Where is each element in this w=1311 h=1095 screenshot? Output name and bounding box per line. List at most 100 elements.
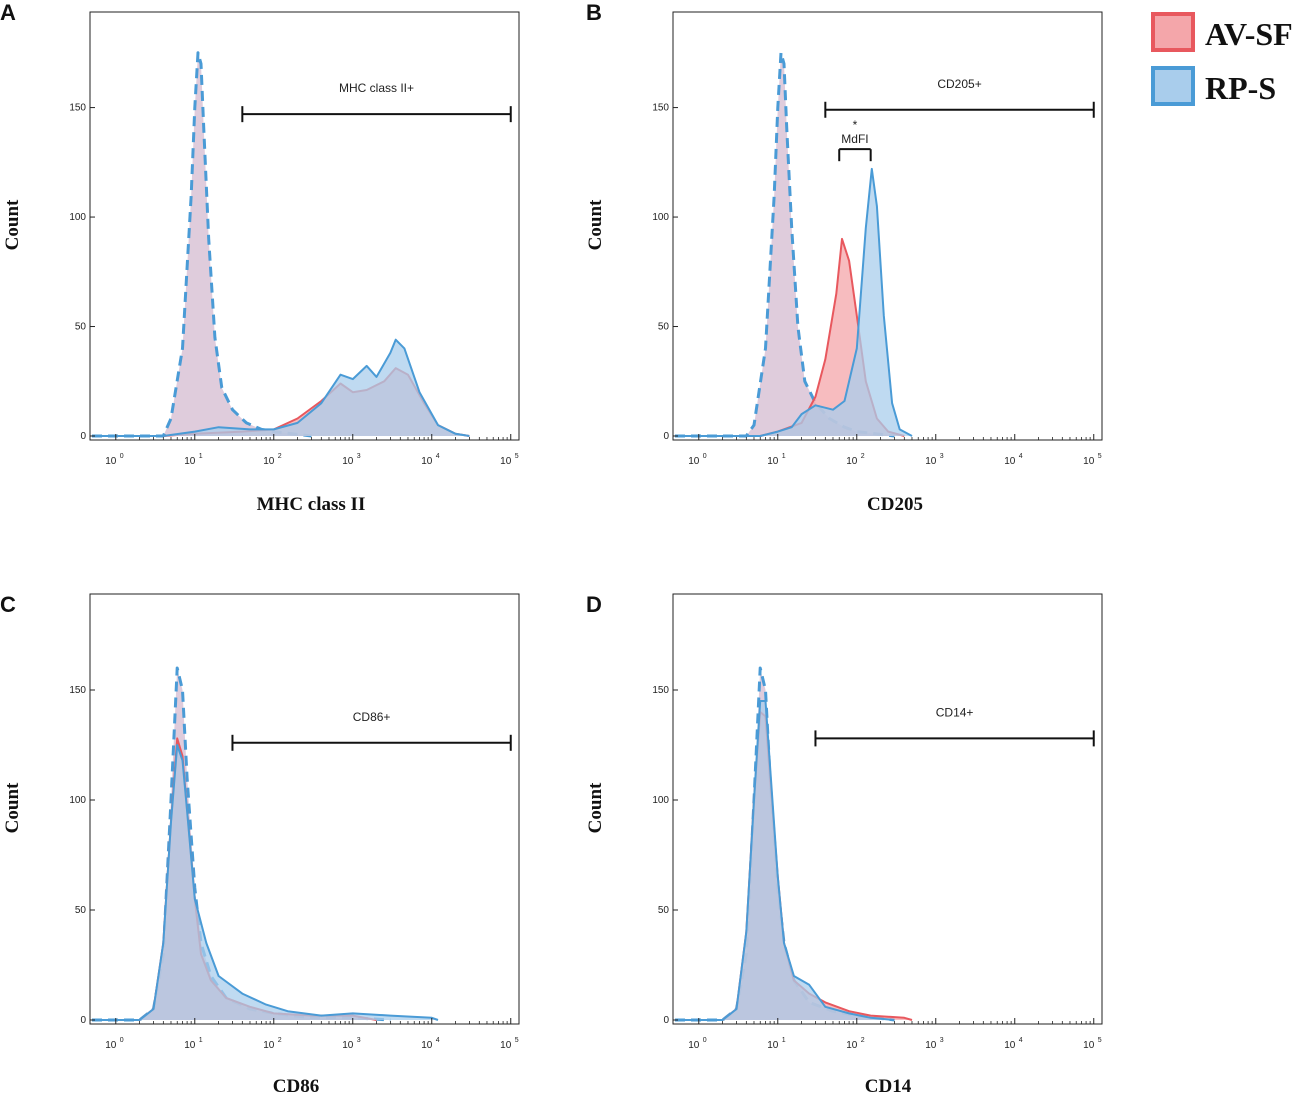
mdfi-significance-mark: * [853,118,858,132]
series-area-rp-s-c [92,745,438,1020]
y-tick-label-a-150: 150 [69,103,86,114]
y-tick-label-a-50: 50 [75,322,87,333]
series-group-b [675,51,913,438]
series-group-c [92,666,439,1022]
gate-label-d: CD14+ [936,705,974,719]
gate-label-a: MHC class II+ [339,81,414,95]
legend-label-rp-s: RP-S [1205,70,1276,106]
x-tick-label-d-2: 10 [846,1040,858,1051]
x-tick-exponent-a-0: 0 [120,453,124,460]
series-line-av-sf-c [92,737,377,1021]
series-area-unstained-c [92,668,391,1020]
x-tick-exponent-c-0: 0 [120,1037,124,1044]
plot-frame-b [672,11,1103,441]
x-tick-label-d-1: 10 [767,1040,779,1051]
x-tick-exponent-d-4: 4 [1019,1037,1023,1044]
x-tick-exponent-c-1: 1 [199,1037,203,1044]
x-axis-title-d: CD14 [865,1076,912,1095]
x-tick-label-b-5: 10 [1083,456,1095,467]
x-tick-label-c-2: 10 [263,1040,275,1051]
x-tick-exponent-d-0: 0 [703,1037,707,1044]
x-tick-exponent-b-0: 0 [703,453,707,460]
x-tick-label-b-4: 10 [1004,456,1016,467]
x-tick-exponent-d-1: 1 [782,1037,786,1044]
y-axis-title-d: Count [585,782,606,833]
x-tick-label-a-2: 10 [263,456,275,467]
x-axis-title-a: MHC class II [257,494,366,515]
x-tick-exponent-d-5: 5 [1098,1037,1102,1044]
x-tick-exponent-a-1: 1 [199,453,203,460]
series-group-a [92,51,470,438]
x-tick-exponent-b-1: 1 [782,453,786,460]
x-tick-exponent-c-5: 5 [515,1037,519,1044]
x-tick-label-b-0: 10 [688,456,700,467]
series-line-unstained-a [92,51,312,438]
x-tick-label-a-5: 10 [500,456,512,467]
y-tick-label-c-100: 100 [69,795,86,806]
y-tick-label-b-50: 50 [658,322,670,333]
y-tick-label-b-150: 150 [652,103,669,114]
series-line-unstained-c [92,666,391,1022]
y-tick-label-d-50: 50 [658,905,670,916]
series-area-av-sf-c [92,738,377,1020]
legend-swatch-rp-s [1151,66,1195,106]
x-tick-label-d-0: 10 [688,1040,700,1051]
series-group-d [675,666,913,1022]
y-tick-label-c-50: 50 [75,905,87,916]
x-tick-exponent-b-5: 5 [1098,453,1102,460]
x-tick-exponent-a-4: 4 [436,453,440,460]
gate-label-c: CD86+ [353,710,391,724]
x-tick-exponent-d-2: 2 [861,1037,865,1044]
x-tick-label-c-4: 10 [421,1040,433,1051]
y-tick-label-a-0: 0 [80,431,86,442]
series-area-unstained-a [92,52,312,437]
series-line-rp-s-b [675,167,913,437]
x-axis-title-b: CD205 [867,494,923,515]
x-tick-label-a-1: 10 [184,456,196,467]
x-tick-label-a-0: 10 [105,456,117,467]
series-line-rp-s-d [675,700,895,1021]
y-axis-title-b: Count [585,199,606,250]
y-tick-label-c-150: 150 [69,685,86,696]
x-tick-label-c-0: 10 [105,1040,117,1051]
x-tick-label-c-5: 10 [500,1040,512,1051]
series-line-rp-s-a [92,338,470,437]
x-tick-exponent-a-5: 5 [515,453,519,460]
series-area-unstained-b [675,52,895,437]
y-tick-label-b-0: 0 [663,431,669,442]
panel-letter-a: A [0,0,16,25]
plot-frame-d [672,593,1103,1025]
x-tick-label-a-4: 10 [421,456,433,467]
x-tick-label-d-4: 10 [1004,1040,1016,1051]
legend: AV-SF RP-S [1151,12,1293,106]
panel-letter-d: D [586,592,602,617]
x-tick-label-d-5: 10 [1083,1040,1095,1051]
y-axis-title-a: Count [2,199,23,250]
gate-label-b: CD205+ [937,77,981,91]
mdfi-label: MdFI [841,132,868,146]
panel-letter-b: B [586,0,602,25]
x-tick-exponent-b-3: 3 [940,453,944,460]
x-tick-exponent-a-3: 3 [357,453,361,460]
x-tick-label-a-3: 10 [342,456,354,467]
y-tick-label-d-0: 0 [663,1015,669,1026]
x-tick-exponent-c-4: 4 [436,1037,440,1044]
x-tick-label-b-3: 10 [925,456,937,467]
x-tick-exponent-b-4: 4 [1019,453,1023,460]
x-tick-exponent-c-2: 2 [278,1037,282,1044]
x-axis-title-c: CD86 [273,1076,319,1095]
x-tick-label-d-3: 10 [925,1040,937,1051]
x-tick-exponent-a-2: 2 [278,453,282,460]
legend-swatch-av-sf [1151,12,1195,52]
series-line-rp-s-c [92,744,439,1021]
series-area-rp-s-a [92,339,470,436]
plot-frame-a [89,11,520,441]
x-tick-exponent-c-3: 3 [357,1037,361,1044]
x-tick-label-c-3: 10 [342,1040,354,1051]
y-tick-label-b-100: 100 [652,212,669,223]
y-tick-label-d-150: 150 [652,685,669,696]
x-tick-label-b-1: 10 [767,456,779,467]
